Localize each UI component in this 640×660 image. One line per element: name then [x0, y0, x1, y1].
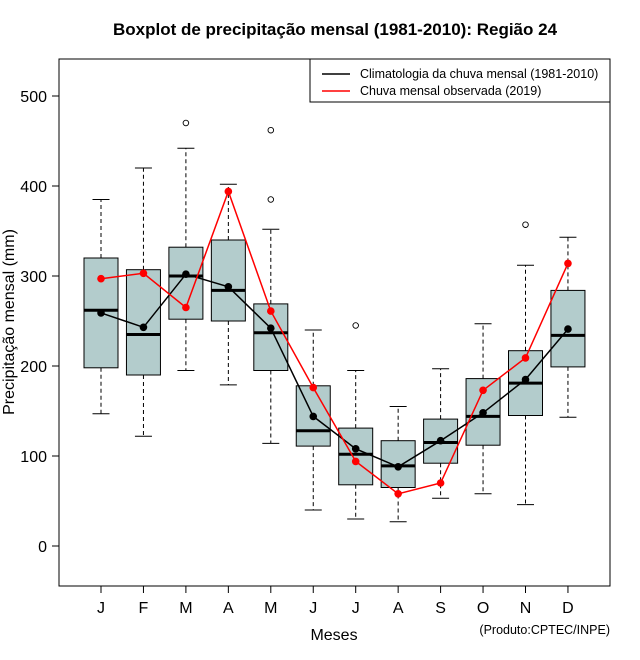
x-tick-label: F — [139, 600, 149, 617]
x-tick-label: J — [352, 600, 360, 617]
climatology-series — [97, 270, 572, 471]
legend-climatology-label: Climatologia da chuva mensal (1981-2010) — [360, 67, 598, 81]
boxplot-1 — [83, 199, 119, 415]
series-point — [309, 383, 318, 392]
series-point — [479, 409, 487, 417]
series-point — [436, 479, 445, 487]
series-point — [97, 274, 105, 283]
series-lines-layer — [97, 187, 572, 498]
y-tick-label: 100 — [20, 449, 47, 466]
series-point — [267, 307, 275, 315]
x-tick-label: J — [309, 600, 317, 617]
boxes-layer — [83, 119, 586, 523]
series-point — [309, 412, 318, 421]
series-point — [479, 386, 487, 395]
series-point — [564, 259, 572, 268]
box-iqr — [338, 427, 374, 486]
boxplot-5 — [253, 126, 289, 444]
series-point — [224, 283, 233, 291]
outlier-point — [267, 196, 275, 203]
series-point — [564, 325, 572, 333]
x-tick-label: M — [179, 600, 192, 617]
x-tick-label: S — [435, 600, 446, 617]
boxplot-10 — [465, 323, 501, 495]
y-tick-label: 0 — [38, 539, 47, 556]
series-line — [100, 273, 569, 468]
series-point — [224, 187, 233, 196]
axes-layer: 0 100 200 300 400 500 J F M A M J J A S O N D — [20, 89, 573, 617]
x-tick-label: N — [520, 600, 532, 617]
x-tick-label: A — [393, 600, 404, 617]
x-tick-label: J — [97, 600, 105, 617]
y-tick-label: 500 — [20, 89, 47, 106]
series-point — [97, 309, 105, 317]
series-line — [100, 189, 569, 495]
x-tick-label: M — [264, 600, 277, 617]
series-point — [394, 490, 402, 498]
y-tick-label: 300 — [20, 269, 47, 286]
y-axis-label: Precipitação mensal (mm) — [1, 229, 18, 415]
series-point — [394, 463, 402, 471]
series-point — [139, 323, 148, 332]
x-axis-label: Meses — [310, 627, 357, 644]
chart-title: Boxplot de precipitação mensal (1981-201… — [113, 20, 558, 39]
outlier-point — [522, 221, 529, 228]
legend-box — [309, 58, 611, 103]
box-iqr — [125, 269, 161, 376]
series-point — [436, 436, 445, 445]
outlier-point — [267, 126, 275, 134]
outlier-point — [352, 322, 359, 329]
series-point — [267, 324, 275, 333]
box-iqr — [253, 303, 289, 371]
x-tick-label: O — [477, 600, 489, 617]
series-point — [521, 375, 530, 384]
boxplot-2 — [125, 167, 161, 437]
y-tick-label: 200 — [20, 359, 47, 376]
series-point — [351, 457, 360, 466]
series-point — [521, 354, 530, 362]
legend: Climatologia da chuva mensal (1981-2010)… — [309, 58, 611, 103]
series-point — [139, 269, 148, 278]
legend-observed-label: Chuva mensal observada (2019) — [360, 84, 541, 98]
boxplot-11 — [508, 221, 543, 506]
x-tick-label: D — [562, 600, 574, 617]
boxplot-7 — [338, 322, 374, 520]
credit-text: (Produto:CPTEC/INPE) — [479, 623, 610, 637]
series-point — [182, 303, 190, 312]
outlier-point — [182, 119, 190, 127]
series-point — [182, 270, 190, 279]
y-tick-label: 400 — [20, 179, 47, 196]
x-tick-label: A — [223, 600, 234, 617]
observed-series — [97, 187, 572, 498]
box-iqr — [210, 239, 246, 322]
series-point — [351, 445, 360, 453]
boxplot-3 — [168, 119, 204, 371]
